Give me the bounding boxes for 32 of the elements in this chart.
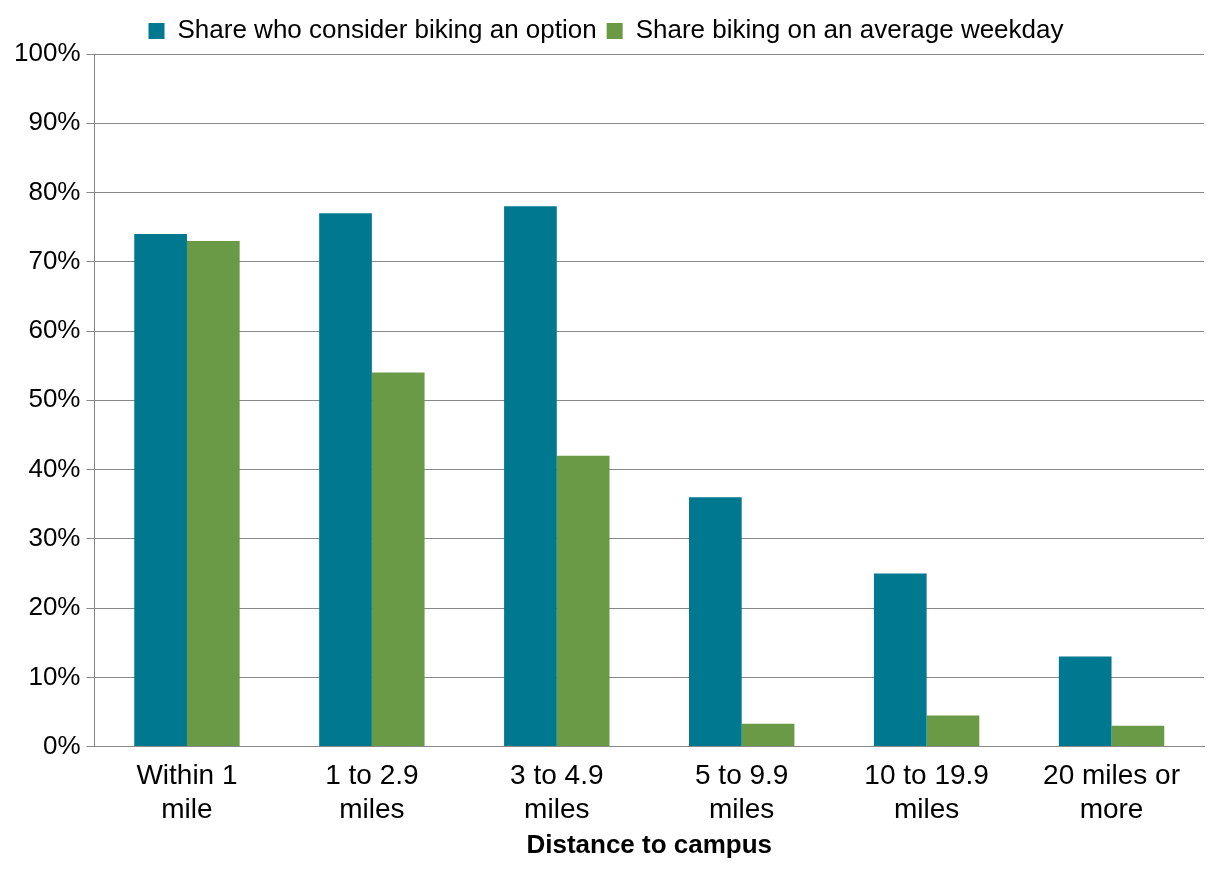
bar	[741, 723, 795, 747]
y-tick-label: 50%	[28, 383, 81, 414]
bar	[873, 573, 927, 747]
x-tick-label: 10 to 19.9 miles	[864, 759, 989, 824]
bar	[926, 715, 980, 747]
y-tick-label: 70%	[28, 244, 81, 275]
x-tick-label: 3 to 4.9 miles	[510, 759, 604, 824]
x-tick-label: 1 to 2.9 miles	[325, 759, 419, 824]
y-tick-label: 80%	[28, 175, 81, 206]
bar	[504, 206, 557, 747]
bar	[1058, 656, 1112, 747]
y-tick-label: 90%	[28, 106, 81, 137]
bar	[371, 372, 425, 747]
y-tick-label: 30%	[28, 521, 81, 552]
x-tick-label: 20 miles or more	[1043, 759, 1181, 824]
bar	[186, 241, 240, 747]
x-axis-title: Distance to campus	[526, 828, 773, 859]
bar	[556, 455, 610, 747]
y-tick-label: 40%	[28, 452, 81, 483]
y-tick-label: 0%	[42, 729, 81, 760]
bar	[689, 497, 742, 747]
x-tick-label: Within 1 mile	[136, 759, 238, 824]
y-tick-label: 100%	[14, 37, 81, 68]
legend-label: Share biking on an average weekday	[635, 14, 1064, 45]
y-tick-label: 60%	[28, 314, 81, 345]
legend-label: Share who consider biking an option	[177, 14, 597, 45]
bar	[134, 234, 187, 747]
bar	[1111, 725, 1165, 747]
bar	[319, 213, 372, 747]
y-tick-label: 20%	[28, 591, 81, 622]
y-tick-label: 10%	[28, 660, 81, 691]
x-tick-label: 5 to 9.9 miles	[695, 759, 789, 824]
